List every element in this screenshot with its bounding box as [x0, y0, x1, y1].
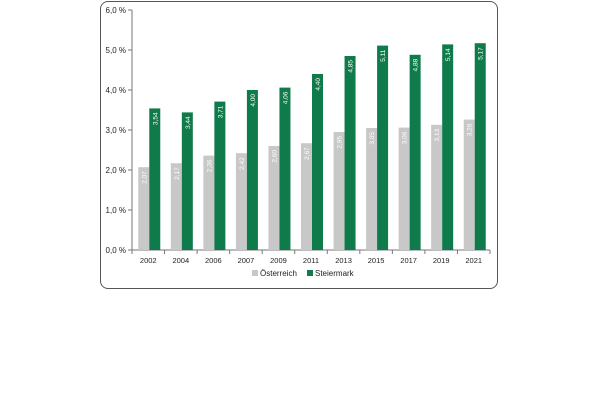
bar-oesterreich [170, 163, 182, 250]
x-tick-label: 2011 [303, 256, 319, 265]
bar-oesterreich [366, 128, 378, 250]
x-tick-label: 2002 [140, 256, 157, 265]
data-label: 5,11 [380, 49, 387, 62]
data-label: 4,40 [315, 78, 322, 91]
data-label: 3,44 [185, 116, 192, 129]
bar-steiermark [377, 45, 389, 250]
bar-oesterreich [463, 119, 475, 250]
data-label: 2,60 [271, 150, 278, 163]
bar-oesterreich [235, 153, 247, 250]
x-tick-label: 2019 [433, 256, 450, 265]
legend-label: Österreich [260, 269, 297, 278]
x-tick-label: 2009 [270, 256, 287, 265]
data-label: 4,88 [413, 58, 420, 71]
bar-oesterreich [138, 167, 150, 250]
legend-label: Steiermark [315, 269, 355, 278]
bar-oesterreich [301, 143, 312, 250]
bar-oesterreich [203, 155, 215, 250]
x-tick-label: 2021 [465, 256, 482, 265]
data-label: 5,17 [478, 47, 485, 60]
data-label: 4,85 [348, 60, 355, 73]
y-tick-label: 2,0 % [106, 166, 126, 175]
data-label: 3,06 [402, 131, 409, 144]
bar-steiermark [312, 74, 323, 250]
data-label: 4,06 [282, 91, 289, 104]
bar-oesterreich [268, 146, 280, 250]
bar-steiermark [181, 112, 193, 251]
bar-steiermark [214, 101, 226, 250]
x-tick-label: 2013 [335, 256, 352, 265]
data-label: 2,67 [304, 147, 311, 160]
bar-steiermark [474, 43, 486, 251]
bar-steiermark [149, 108, 161, 251]
x-tick-label: 2006 [205, 256, 222, 265]
bar-oesterreich [333, 132, 345, 250]
data-label: 2,42 [239, 157, 246, 170]
data-label: 4,00 [250, 94, 257, 107]
bar-steiermark [279, 87, 291, 250]
data-label: 3,13 [434, 128, 441, 141]
bar-steiermark [442, 44, 454, 251]
y-tick-label: 6,0 % [106, 6, 126, 15]
data-label: 3,54 [152, 112, 159, 125]
y-tick-label: 0,0 % [106, 246, 126, 255]
legend-swatch [307, 270, 313, 276]
bar-steiermark [344, 56, 356, 250]
legend-swatch [252, 270, 258, 276]
bar-steiermark [409, 54, 421, 250]
data-label: 3,26 [467, 123, 474, 136]
data-label: 2,17 [174, 167, 181, 180]
y-tick-label: 1,0 % [106, 206, 126, 215]
data-label: 2,07 [141, 171, 148, 184]
data-label: 2,95 [337, 136, 344, 149]
x-tick-label: 2017 [400, 256, 417, 265]
x-tick-label: 2007 [238, 256, 255, 265]
bar-steiermark [246, 90, 258, 250]
data-label: 3,71 [217, 105, 224, 118]
data-label: 2,36 [206, 159, 213, 172]
bar-oesterreich [398, 127, 410, 250]
y-tick-label: 4,0 % [106, 86, 126, 95]
data-label: 5,14 [445, 48, 452, 61]
x-tick-label: 2015 [368, 256, 385, 265]
data-label: 3,05 [369, 132, 376, 145]
x-tick-label: 2004 [172, 256, 189, 265]
y-tick-label: 3,0 % [106, 126, 126, 135]
bar-oesterreich [431, 124, 443, 250]
y-tick-label: 5,0 % [106, 46, 126, 55]
